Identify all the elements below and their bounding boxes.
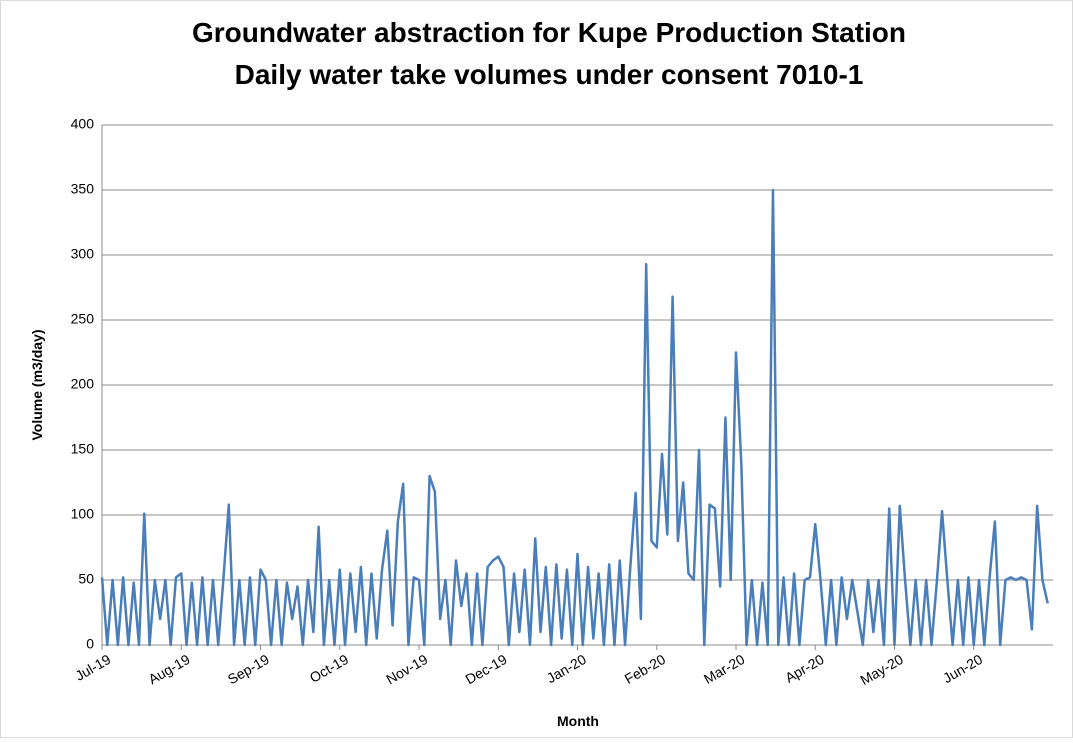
- y-tick-label: 100: [71, 506, 95, 522]
- chart-subtitle: Daily water take volumes under consent 7…: [235, 59, 864, 90]
- y-tick-label: 0: [86, 636, 94, 652]
- y-tick-label: 300: [71, 246, 95, 262]
- chart-title: Groundwater abstraction for Kupe Product…: [192, 17, 906, 48]
- y-tick-label: 50: [78, 571, 94, 587]
- y-tick-label: 200: [71, 376, 95, 392]
- x-axis-label: Month: [557, 713, 599, 729]
- y-tick-label: 350: [71, 181, 95, 197]
- y-axis-label: Volume (m3/day): [29, 330, 45, 441]
- data-line: [100, 188, 1049, 647]
- y-tick-label: 400: [71, 116, 95, 132]
- y-tick-label: 150: [71, 441, 95, 457]
- y-tick-label: 250: [71, 311, 95, 327]
